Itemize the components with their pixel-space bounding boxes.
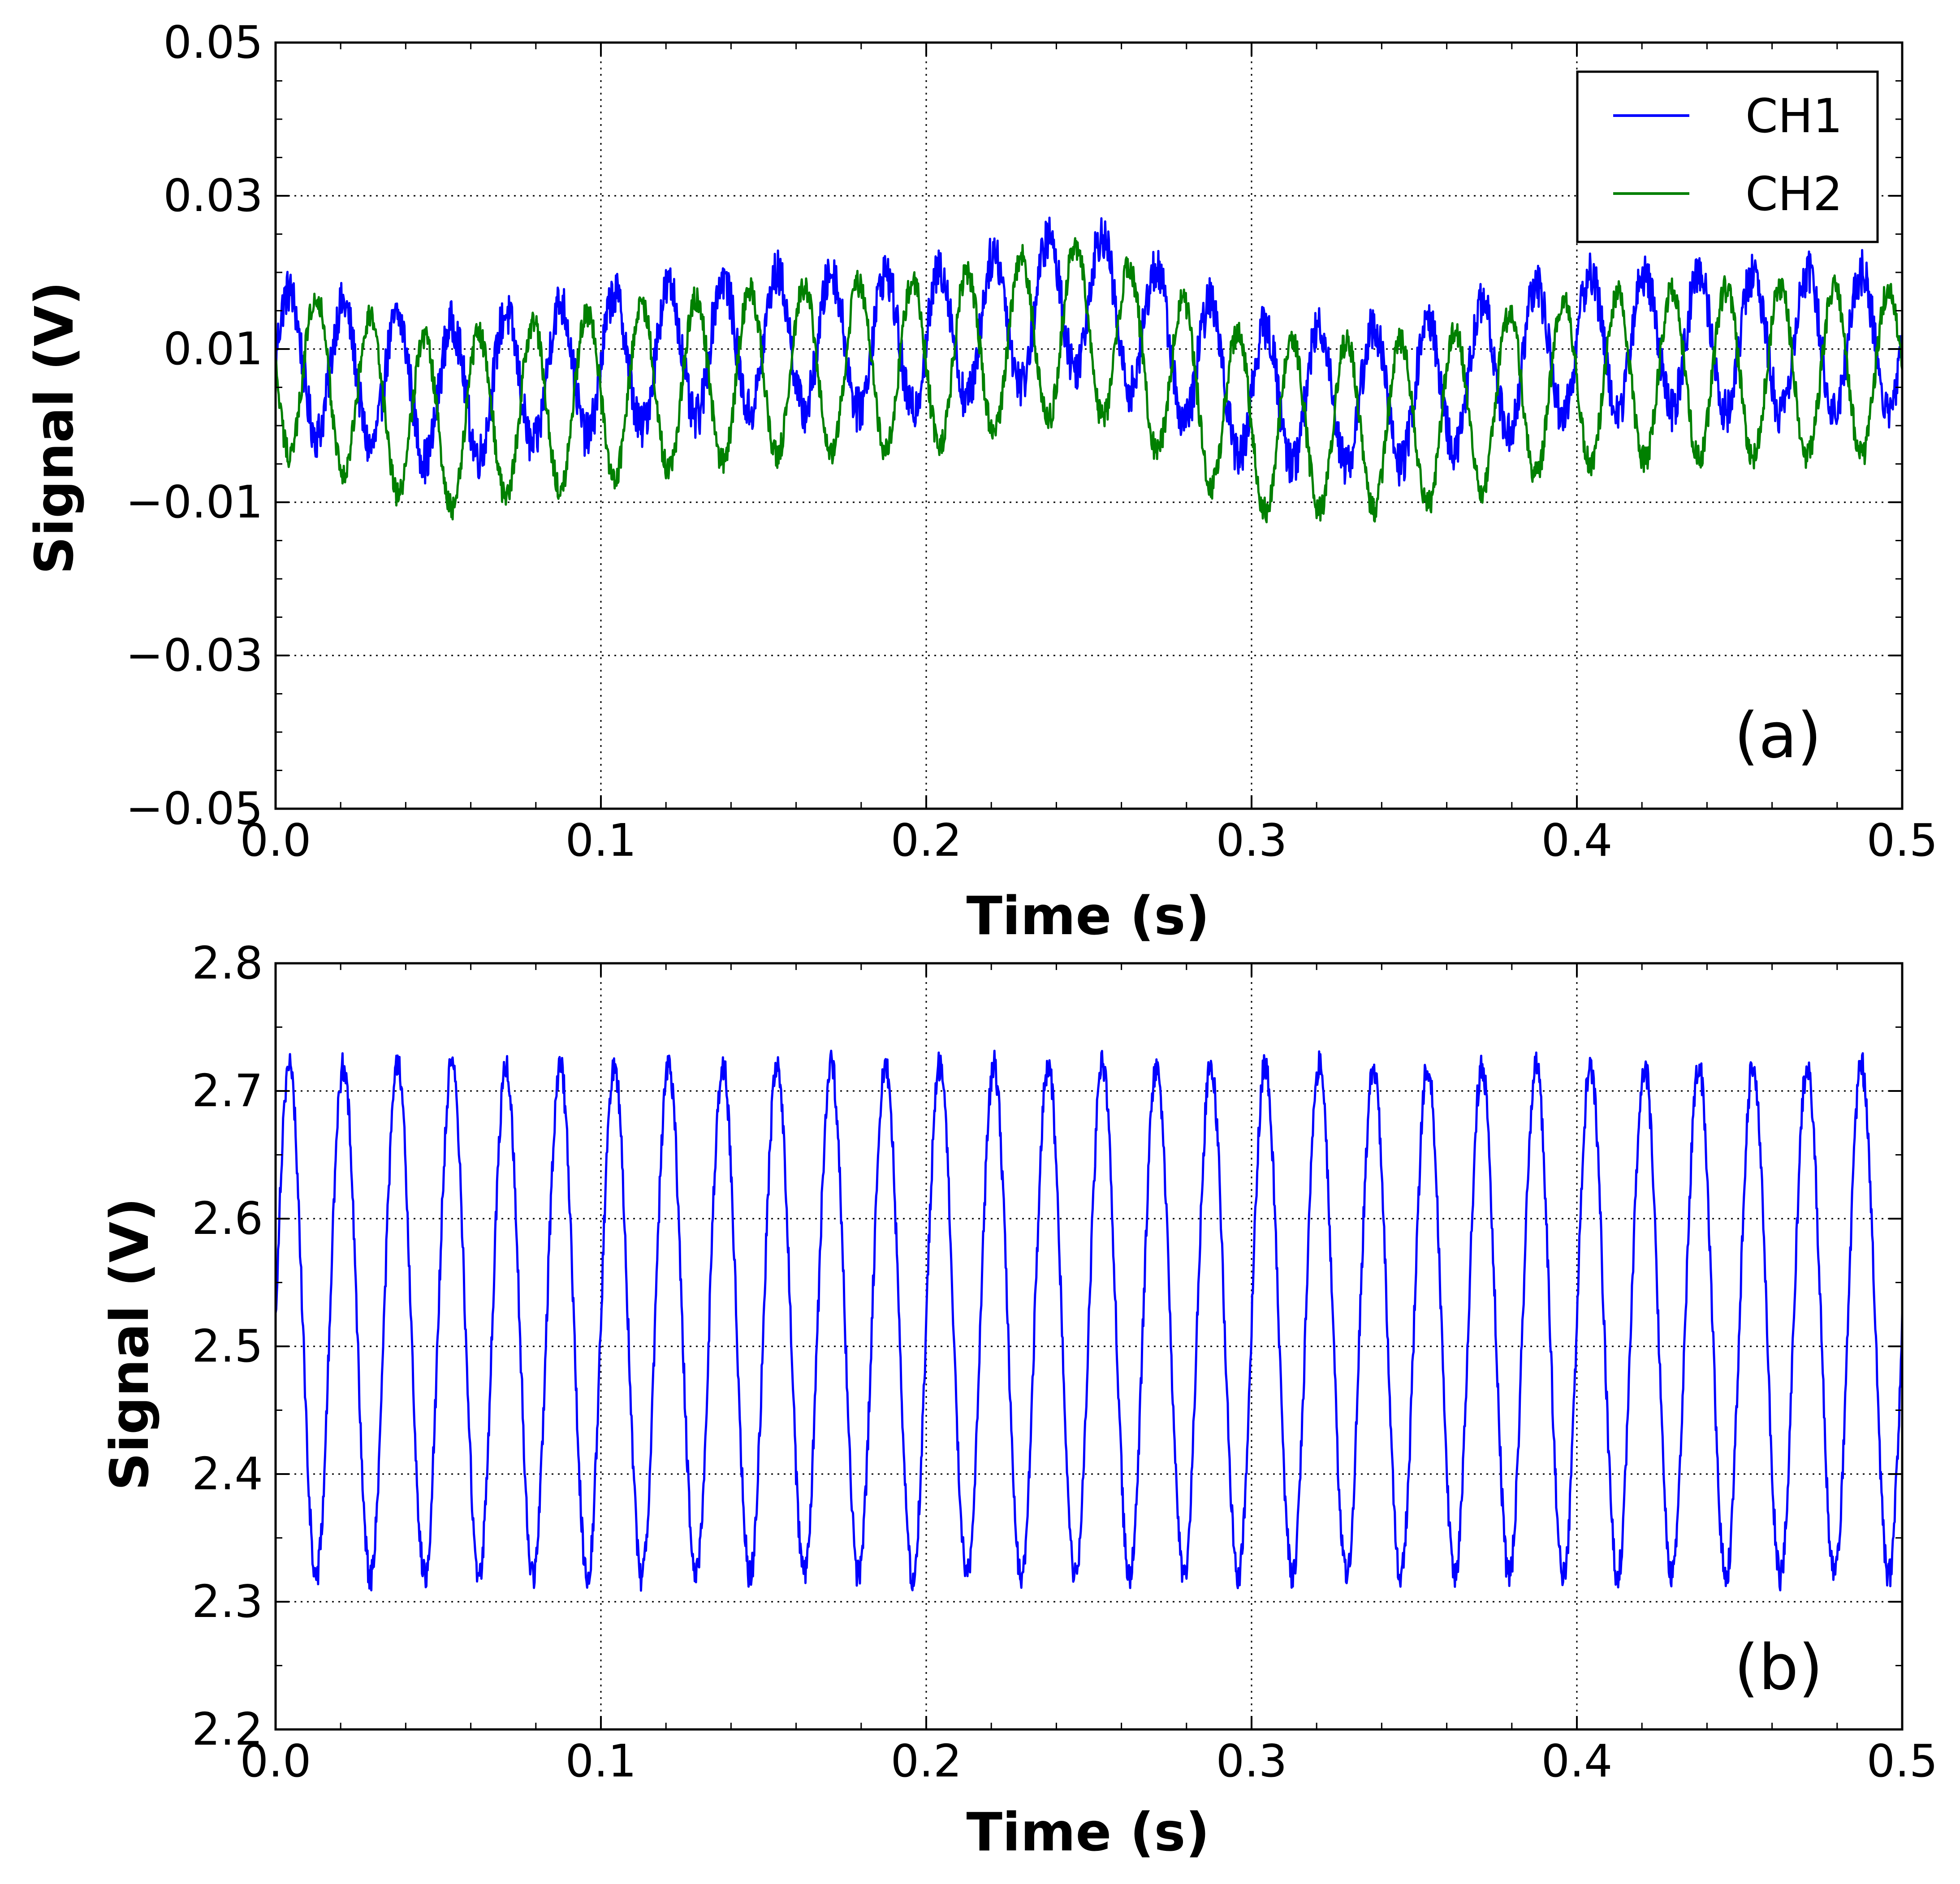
panel-a-series	[276, 216, 1902, 523]
panel-b-ticks: 0.0 0.1 0.2 0.3 0.4 0.5 2.2 2.3 2.4 2.5 2.6 2.7 2.8	[192, 937, 1938, 1787]
y-tick-label: 2.2	[192, 1703, 263, 1755]
y-tick-label: 2.8	[192, 937, 263, 989]
series-line-ch1	[276, 216, 1902, 487]
y-tick-label: 2.6	[192, 1192, 263, 1245]
y-tick-label: 2.3	[192, 1575, 263, 1628]
panel-a-label: (a)	[1734, 699, 1822, 772]
y-tick-label: 2.4	[192, 1448, 263, 1500]
panel-a-ticks: 0.0 0.1 0.2 0.3 0.4 0.5 −0.05 −0.03 −0.01 0.01 0.0…	[126, 16, 1938, 867]
x-tick-label: 0.0	[240, 1735, 311, 1787]
panel-b: 0.0 0.1 0.2 0.3 0.4 0.52.22.32.42.52.62.72.8 …	[99, 937, 1938, 1863]
x-tick-label: 0.0	[240, 814, 311, 867]
legend-ch2-label: CH2	[1745, 167, 1843, 221]
panel-a-xlabel: Time (s)	[966, 885, 1209, 947]
panel-a-ylabel: Signal (V)	[23, 281, 85, 574]
series-line-signal	[276, 1049, 1902, 1592]
x-tick-label: 0.4	[1541, 1735, 1612, 1787]
y-tick-label: −0.01	[126, 476, 263, 528]
x-tick-label: 0.5	[1866, 814, 1938, 867]
x-tick-label: 0.4	[1541, 814, 1612, 867]
panel-a: 0.0 0.1 0.2 0.3 0.4 0.5 −0.05 −0.03 −0.01 0.01 0.0…	[23, 16, 1938, 947]
y-tick-label: −0.05	[126, 782, 263, 835]
y-tick-label: 0.05	[163, 16, 263, 69]
x-tick-label: 0.3	[1216, 814, 1287, 867]
x-tick-label: 0.2	[890, 814, 962, 867]
legend-ch1-label: CH1	[1745, 89, 1843, 143]
y-tick-label: 0.01	[163, 323, 263, 375]
legend-box	[1576, 70, 1879, 243]
x-tick-label: 0.2	[890, 1735, 962, 1787]
x-tick-label: 0.1	[565, 1735, 636, 1787]
y-tick-label: 2.7	[192, 1065, 263, 1117]
panel-b-ylabel: Signal (V)	[99, 1198, 160, 1491]
y-tick-label: 0.03	[163, 169, 263, 222]
panel-b-label: (b)	[1734, 1631, 1823, 1704]
x-tick-label: 0.5	[1866, 1735, 1938, 1787]
panel-b-series	[276, 1049, 1902, 1592]
y-tick-label: −0.03	[126, 629, 263, 681]
series-line-ch2	[276, 237, 1902, 523]
panel-b-xlabel: Time (s)	[966, 1801, 1209, 1863]
y-tick-label: 2.5	[192, 1320, 263, 1372]
x-tick-label: 0.1	[565, 814, 636, 867]
x-tick-label: 0.3	[1216, 1735, 1287, 1787]
panel-a-legend: CH1 CH2	[1576, 70, 1879, 243]
